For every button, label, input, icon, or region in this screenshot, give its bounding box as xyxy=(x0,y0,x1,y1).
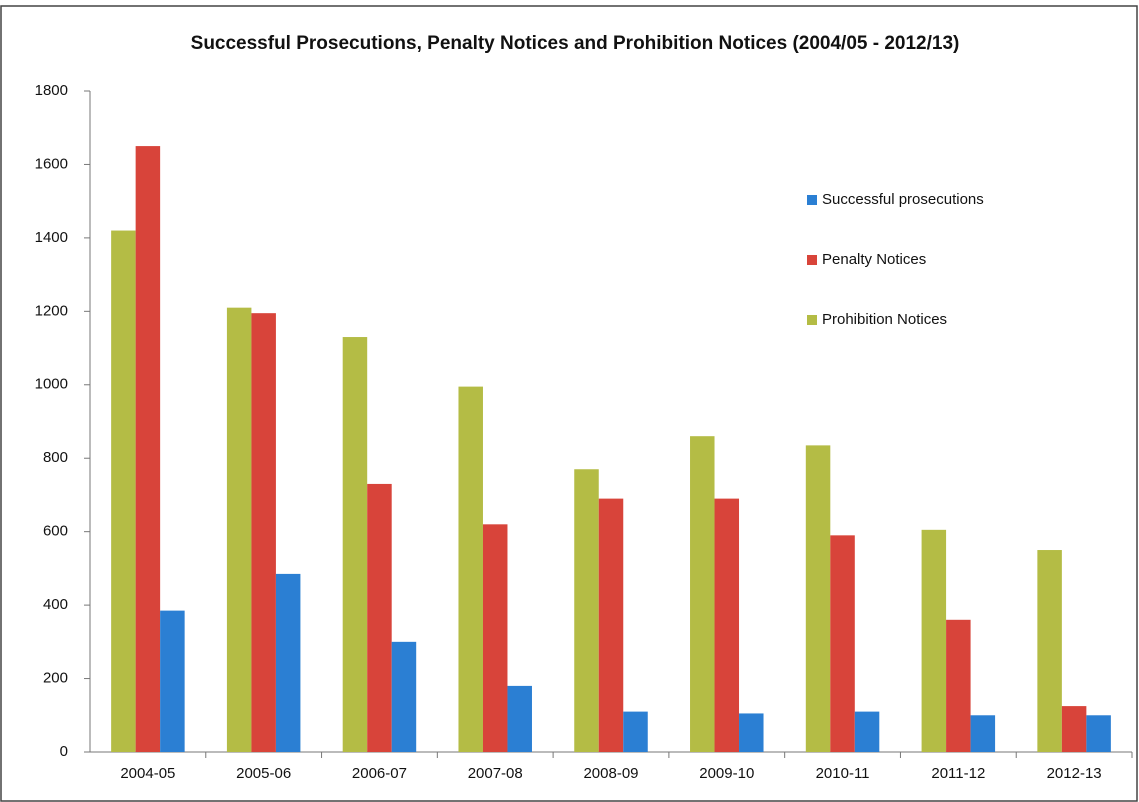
bar xyxy=(111,230,136,753)
x-tick-label: 2009-10 xyxy=(699,765,754,782)
legend-swatch xyxy=(807,255,817,265)
y-tick-label: 1400 xyxy=(35,229,68,246)
legend-swatch xyxy=(807,195,817,205)
x-tick-label: 2005-06 xyxy=(236,765,291,782)
x-tick-label: 2011-12 xyxy=(931,765,985,782)
bar xyxy=(226,307,252,752)
bar xyxy=(623,711,648,752)
bar xyxy=(1037,550,1062,752)
bar xyxy=(391,641,417,752)
y-tick-label: 800 xyxy=(43,449,68,466)
bar xyxy=(367,483,392,752)
frame xyxy=(0,5,1138,802)
y-tick-label: 1200 xyxy=(35,302,68,319)
legend-label: Penalty Notices xyxy=(822,251,926,268)
bar xyxy=(1086,715,1111,752)
x-tick-label: 2012-13 xyxy=(1047,765,1102,782)
x-tick-label: 2008-09 xyxy=(583,765,638,782)
bar xyxy=(714,498,740,752)
y-tick-label: 200 xyxy=(43,670,68,687)
bar xyxy=(970,715,996,752)
bar xyxy=(160,610,185,752)
chart-title: Successful Prosecutions, Penalty Notices… xyxy=(191,33,960,54)
bar xyxy=(854,711,880,752)
bar xyxy=(598,498,624,752)
bar xyxy=(830,535,855,752)
y-tick-label: 1800 xyxy=(35,82,68,99)
bar xyxy=(275,573,301,752)
bar xyxy=(458,386,483,752)
bar xyxy=(690,436,715,752)
legend-label: Prohibition Notices xyxy=(822,311,947,328)
legend-label: Successful prosecutions xyxy=(822,191,984,208)
bar xyxy=(946,619,971,752)
y-tick-label: 600 xyxy=(43,523,68,540)
bar xyxy=(507,685,532,752)
bar xyxy=(482,524,508,752)
y-tick-label: 1600 xyxy=(35,155,68,172)
bar xyxy=(251,313,276,752)
bar xyxy=(921,529,947,752)
x-tick-label: 2010-11 xyxy=(816,765,870,782)
y-tick-label: 0 xyxy=(60,743,68,760)
bar xyxy=(135,146,161,753)
x-tick-label: 2006-07 xyxy=(352,765,407,782)
bar xyxy=(1061,706,1087,752)
bar xyxy=(805,445,831,752)
legend-swatch xyxy=(807,315,817,325)
x-tick-label: 2007-08 xyxy=(468,765,523,782)
bar xyxy=(574,469,599,752)
bar xyxy=(739,713,764,752)
y-tick-label: 1000 xyxy=(35,376,68,393)
x-tick-label: 2004-05 xyxy=(120,765,175,782)
y-tick-label: 400 xyxy=(43,596,68,613)
bar xyxy=(342,337,368,752)
